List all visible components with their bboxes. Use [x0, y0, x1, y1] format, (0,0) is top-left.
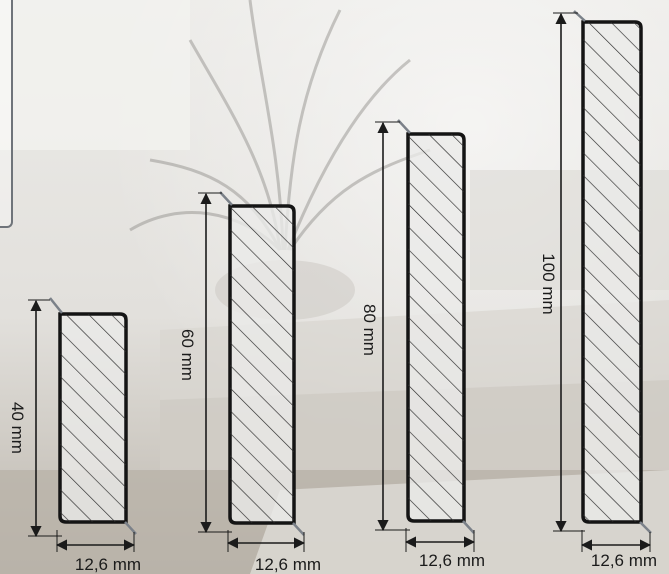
- width-label: 12,6 mm: [75, 555, 141, 574]
- edge-chamfer-bottom: [462, 520, 475, 534]
- width-label: 12,6 mm: [591, 551, 657, 570]
- width-label: 12,6 mm: [255, 555, 321, 574]
- height-label: 40 mm: [8, 402, 27, 454]
- profile-40mm: 40 mm 12,6 mm: [8, 297, 141, 574]
- edge-chamfer-bottom: [292, 522, 305, 536]
- profile-60mm: 60 mm 12,6 mm: [178, 191, 321, 574]
- height-label: 100 mm: [539, 253, 558, 314]
- edge-chamfer-top: [49, 297, 63, 314]
- window-left: [0, 0, 190, 150]
- edge-chamfer-bottom: [639, 521, 652, 534]
- side-panel-frame: [0, 0, 13, 228]
- profile-80mm: 80 mm 12,6 mm: [360, 119, 485, 570]
- edge-chamfer-top: [219, 191, 233, 206]
- height-label: 80 mm: [360, 304, 379, 356]
- width-label: 12,6 mm: [419, 551, 485, 570]
- profile-100mm: 100 mm 12,6 mm: [539, 10, 657, 570]
- height-label: 60 mm: [178, 329, 197, 381]
